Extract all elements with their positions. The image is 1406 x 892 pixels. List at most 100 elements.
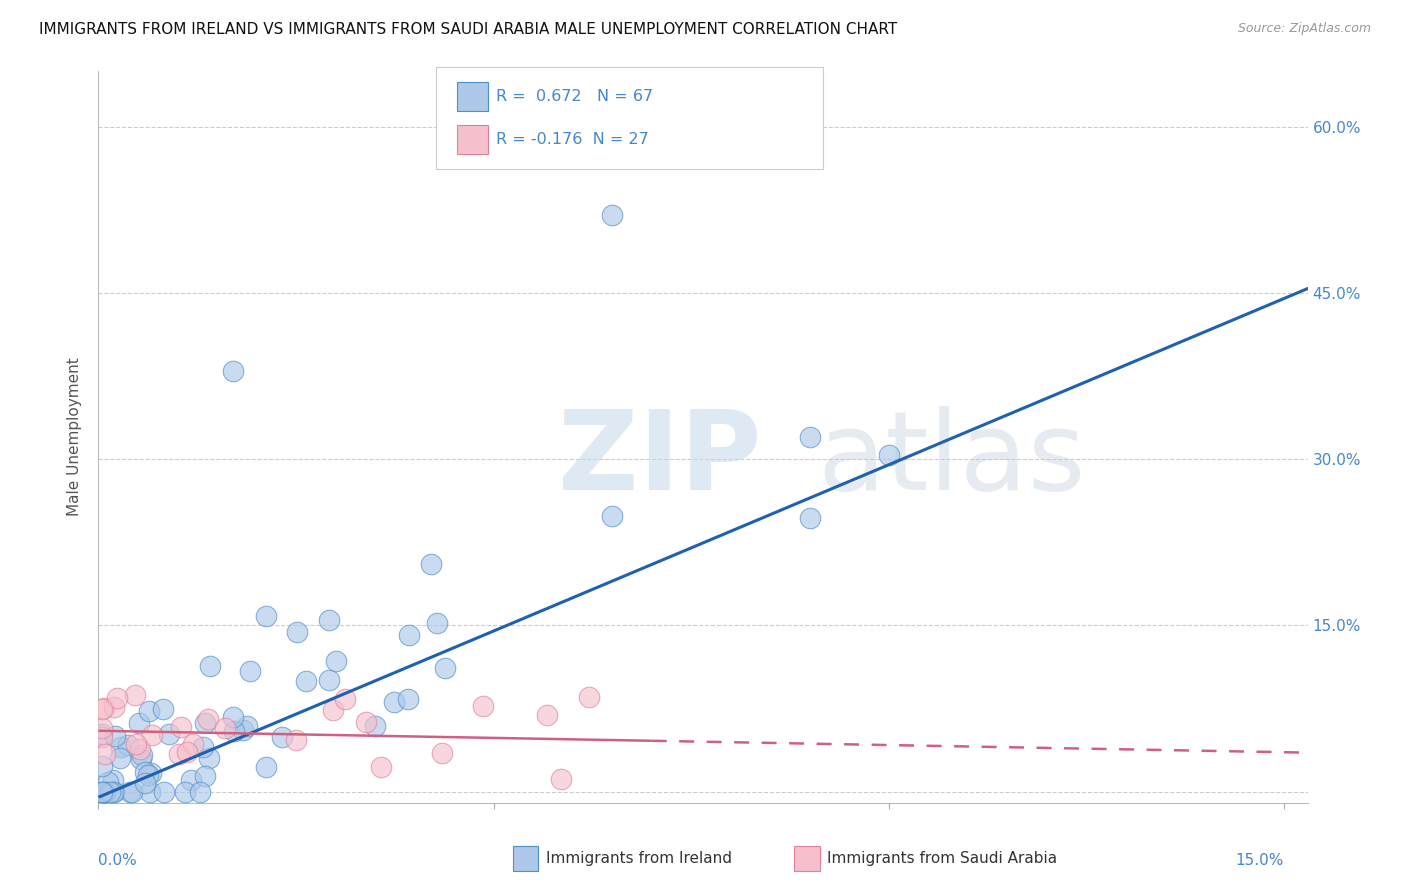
Point	[877, 448, 900, 462]
Point	[141, 728, 163, 742]
Point	[91, 785, 114, 799]
Point	[426, 615, 449, 630]
Point	[91, 759, 114, 773]
Point	[103, 700, 125, 714]
Point	[139, 766, 162, 780]
Point	[270, 730, 292, 744]
Point	[94, 747, 117, 761]
Point	[124, 689, 146, 703]
Point	[110, 751, 132, 765]
Point	[170, 721, 193, 735]
Point	[254, 760, 277, 774]
Point	[167, 747, 190, 762]
Point	[318, 613, 340, 627]
Point	[176, 745, 198, 759]
Point	[799, 511, 821, 525]
Text: Immigrants from Saudi Arabia: Immigrants from Saudi Arabia	[827, 851, 1057, 865]
Point	[193, 716, 215, 731]
Point	[434, 660, 457, 674]
Point	[93, 785, 115, 799]
Point	[354, 714, 377, 729]
Point	[134, 775, 156, 789]
Point	[153, 785, 176, 799]
Point	[105, 691, 128, 706]
Point	[138, 704, 160, 718]
Point	[333, 691, 356, 706]
Point	[131, 748, 153, 763]
Point	[91, 721, 114, 735]
Point	[239, 664, 262, 678]
Point	[138, 785, 160, 799]
Point	[125, 737, 148, 751]
Point	[370, 760, 392, 774]
Point	[284, 732, 307, 747]
Text: 0.0%: 0.0%	[98, 853, 138, 868]
Text: R =  0.672   N = 67: R = 0.672 N = 67	[496, 89, 654, 104]
Point	[134, 764, 156, 779]
Point	[214, 721, 236, 735]
Point	[194, 769, 217, 783]
Point	[181, 737, 204, 751]
Point	[799, 430, 821, 444]
Point	[600, 508, 623, 523]
Point	[232, 723, 254, 738]
Point	[191, 739, 214, 754]
Point	[222, 710, 245, 724]
Point	[152, 701, 174, 715]
Point	[103, 785, 125, 799]
Text: IMMIGRANTS FROM IRELAND VS IMMIGRANTS FROM SAUDI ARABIA MALE UNEMPLOYMENT CORREL: IMMIGRANTS FROM IRELAND VS IMMIGRANTS FR…	[39, 22, 897, 37]
Text: ZIP: ZIP	[558, 406, 761, 513]
Point	[222, 723, 245, 738]
Point	[550, 772, 572, 787]
Point	[91, 785, 114, 799]
Point	[198, 751, 221, 765]
Point	[285, 624, 308, 639]
Point	[129, 742, 152, 756]
Text: 15.0%: 15.0%	[1236, 853, 1284, 868]
Point	[254, 609, 277, 624]
Point	[98, 785, 121, 799]
Point	[419, 557, 441, 571]
Point	[295, 674, 318, 689]
Point	[93, 785, 115, 799]
Point	[325, 654, 347, 668]
Point	[93, 785, 115, 799]
Text: Immigrants from Ireland: Immigrants from Ireland	[546, 851, 731, 865]
Point	[110, 739, 132, 754]
Text: Source: ZipAtlas.com: Source: ZipAtlas.com	[1237, 22, 1371, 36]
Point	[93, 701, 115, 715]
Point	[398, 628, 420, 642]
Point	[471, 698, 494, 713]
Point	[396, 692, 419, 706]
Point	[121, 785, 143, 799]
Point	[104, 729, 127, 743]
Text: R = -0.176  N = 27: R = -0.176 N = 27	[496, 132, 650, 147]
Point	[432, 746, 454, 760]
Point	[600, 209, 623, 223]
Point	[198, 658, 221, 673]
Point	[117, 738, 139, 752]
Point	[382, 695, 405, 709]
Point	[536, 708, 558, 723]
Point	[364, 719, 387, 733]
Point	[322, 703, 344, 717]
Point	[94, 785, 117, 799]
Point	[180, 772, 202, 787]
Point	[120, 785, 142, 799]
Point	[578, 690, 600, 704]
Point	[91, 726, 114, 740]
Y-axis label: Male Unemployment: Male Unemployment	[67, 358, 83, 516]
Point	[91, 785, 114, 799]
Point	[197, 712, 219, 726]
Point	[222, 363, 245, 377]
Point	[136, 768, 159, 782]
Point	[91, 731, 114, 745]
Point	[190, 785, 212, 799]
Point	[128, 715, 150, 730]
Text: atlas: atlas	[818, 406, 1087, 513]
Point	[157, 727, 180, 741]
Point	[103, 785, 125, 799]
Point	[97, 774, 120, 789]
Point	[174, 785, 197, 799]
Point	[236, 719, 259, 733]
